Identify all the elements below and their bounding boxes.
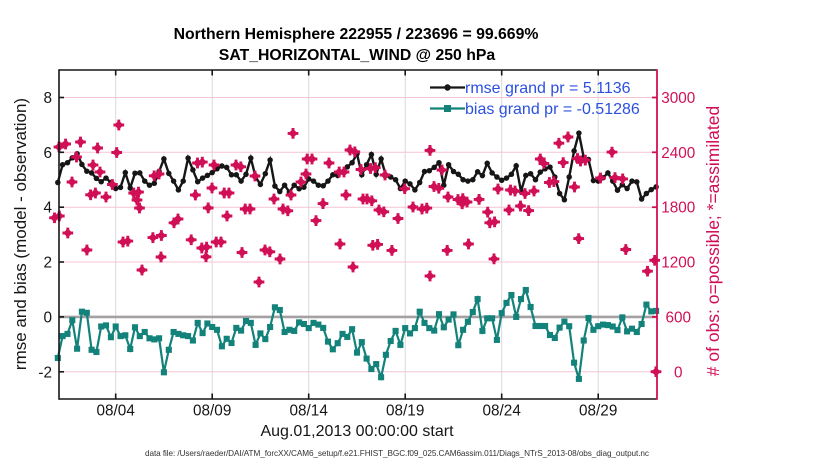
svg-text:bias grand pr = -0.51286: bias grand pr = -0.51286 — [465, 101, 640, 118]
svg-text:SAT_HORIZONTAL_WIND @ 250 hPa: SAT_HORIZONTAL_WIND @ 250 hPa — [219, 47, 496, 64]
svg-text:-2: -2 — [38, 364, 52, 381]
svg-text:0: 0 — [674, 364, 683, 381]
svg-text:data file: /Users/raeder/DAI/A: data file: /Users/raeder/DAI/ATM_forcXX/… — [145, 449, 649, 458]
svg-text:3000: 3000 — [661, 90, 695, 107]
svg-text:08/04: 08/04 — [97, 403, 136, 420]
svg-text:1800: 1800 — [661, 200, 695, 217]
svg-text:08/24: 08/24 — [483, 403, 522, 420]
svg-text:08/29: 08/29 — [579, 403, 617, 420]
svg-text:08/09: 08/09 — [193, 403, 231, 420]
svg-text:600: 600 — [666, 309, 692, 326]
svg-text:6: 6 — [43, 145, 52, 162]
svg-text:0: 0 — [43, 309, 52, 326]
svg-text:1200: 1200 — [661, 255, 695, 272]
svg-text:rmse and bias (model - observa: rmse and bias (model - observation) — [11, 98, 30, 370]
svg-text:2400: 2400 — [661, 145, 695, 162]
svg-text:8: 8 — [43, 90, 52, 107]
svg-text:2: 2 — [43, 255, 52, 272]
svg-text:# of obs: o=possible; *=assimi: # of obs: o=possible; *=assimilated — [703, 106, 723, 376]
svg-text:08/19: 08/19 — [386, 403, 424, 420]
svg-text:rmse grand pr = 5.1136: rmse grand pr = 5.1136 — [465, 80, 631, 97]
svg-text:4: 4 — [43, 200, 52, 217]
svg-text:Aug.01,2013 00:00:00 start: Aug.01,2013 00:00:00 start — [260, 423, 454, 440]
svg-text:08/14: 08/14 — [290, 403, 329, 420]
svg-text:Northern Hemisphere 222955 / 2: Northern Hemisphere 222955 / 223696 = 99… — [174, 26, 539, 43]
